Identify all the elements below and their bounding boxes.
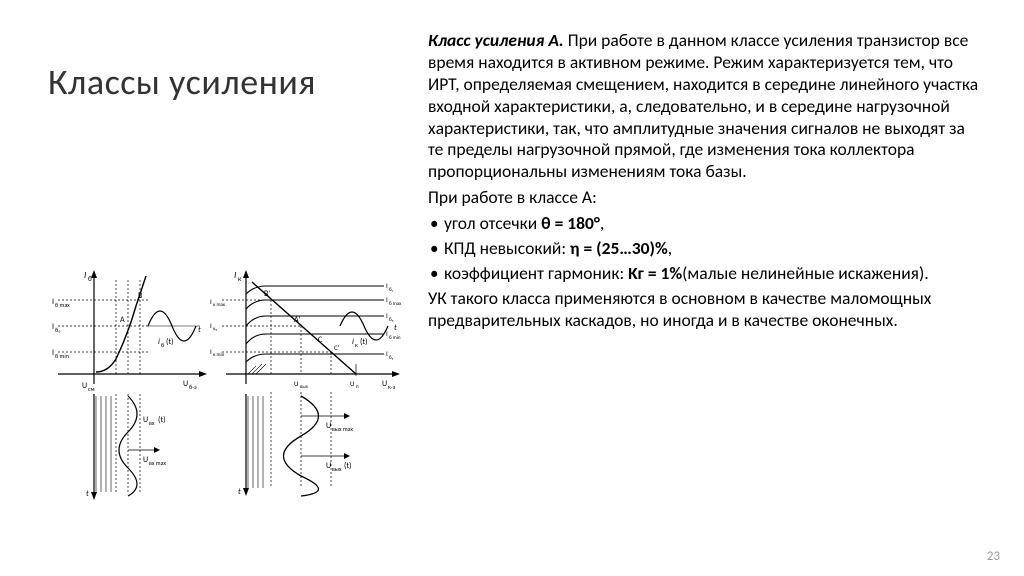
paragraph-1: Класс усиления А. При работе в данном кл…	[428, 30, 984, 183]
svg-text:(t): (t)	[158, 415, 166, 425]
lead-term: Класс усиления А.	[428, 29, 564, 51]
svg-text:I: I	[386, 349, 388, 358]
svg-text:U: U	[326, 461, 331, 471]
bullet-3: коэффициент гармоник: Kг = 1%(малые нели…	[428, 263, 984, 285]
svg-text:б max: б max	[389, 300, 402, 307]
svg-text:I: I	[234, 270, 236, 281]
svg-text:I: I	[386, 281, 388, 290]
svg-text:б₂: б₂	[389, 354, 394, 361]
svg-text:вх: вх	[149, 419, 155, 427]
svg-text:I: I	[210, 297, 212, 306]
page-number: 23	[987, 549, 1000, 564]
svg-text:I: I	[52, 297, 54, 307]
paragraph-3: УК такого класса применяются в основном …	[428, 288, 984, 332]
svg-text:I: I	[84, 270, 86, 281]
svg-text:i: i	[352, 337, 354, 347]
svg-text:к max: к max	[213, 302, 226, 308]
svg-text:C: C	[318, 335, 323, 345]
slide: Классы усиления Iб Iб max Iб₀ Iб min	[0, 0, 1024, 576]
svg-text:(t): (t)	[360, 337, 368, 347]
svg-text:(t): (t)	[166, 337, 174, 347]
svg-text:A: A	[120, 315, 125, 325]
svg-text:к: к	[355, 341, 358, 349]
svg-text:t: t	[238, 487, 241, 497]
svg-text:б₀: б₀	[389, 316, 394, 323]
right-column: Класс усиления А. При работе в данном кл…	[418, 30, 984, 556]
svg-text:U: U	[143, 415, 148, 425]
svg-text:к-э: к-э	[388, 383, 396, 391]
svg-text:U: U	[350, 379, 355, 388]
svg-text:б₀: б₀	[55, 326, 61, 334]
svg-text:к: к	[238, 274, 242, 283]
svg-text:I: I	[386, 311, 388, 320]
svg-text:вых max: вых max	[332, 425, 353, 433]
svg-text:см: см	[88, 385, 95, 393]
svg-text:б₁: б₁	[389, 286, 394, 293]
svg-text:U: U	[382, 379, 387, 389]
svg-text:б max: б max	[55, 301, 70, 309]
svg-text:б-э: б-э	[189, 383, 197, 391]
svg-text:I: I	[210, 321, 212, 330]
svg-text:U: U	[183, 379, 188, 389]
bullet-list: угол отсечки θ = 180°, КПД невысокий: η …	[428, 213, 984, 285]
svg-text:B: B	[138, 291, 143, 301]
p1-rest: При работе в данном классе усиления тран…	[428, 29, 978, 182]
svg-text:U: U	[143, 455, 148, 465]
svg-text:A': A'	[294, 315, 301, 325]
svg-text:C': C'	[334, 343, 340, 352]
svg-text:U: U	[82, 381, 87, 391]
page-title: Классы усиления	[48, 60, 418, 104]
svg-text:б min: б min	[389, 334, 401, 341]
svg-text:вых: вых	[332, 465, 342, 473]
svg-text:i: i	[158, 337, 160, 347]
svg-text:I: I	[210, 347, 212, 356]
svg-text:B': B'	[264, 289, 270, 299]
svg-text:к min: к min	[213, 352, 225, 358]
paragraph-2: При работе в классе А:	[428, 187, 984, 209]
svg-text:t: t	[86, 489, 89, 499]
transistor-characteristics-diagram: Iб Iб max Iб₀ Iб min A B iб(t)	[48, 264, 408, 504]
svg-text:вх max: вх max	[149, 459, 166, 467]
svg-text:б: б	[88, 274, 92, 283]
svg-text:I: I	[52, 322, 54, 332]
svg-text:б min: б min	[55, 352, 69, 360]
svg-text:I: I	[386, 295, 388, 304]
svg-text:t: t	[394, 323, 397, 333]
svg-text:п: п	[356, 384, 359, 390]
svg-text:вых: вых	[300, 384, 309, 390]
svg-text:б: б	[161, 341, 164, 349]
svg-text:U: U	[326, 421, 331, 431]
svg-text:t: t	[198, 325, 201, 335]
svg-text:U: U	[294, 379, 299, 388]
bullet-2: КПД невысокий: η = (25…30)%,	[428, 238, 984, 260]
bullet-1: угол отсечки θ = 180°,	[428, 213, 984, 235]
svg-text:I: I	[52, 348, 54, 358]
left-column: Классы усиления Iб Iб max Iб₀ Iб min	[48, 30, 418, 556]
svg-text:к₀: к₀	[213, 326, 217, 332]
svg-text:(t): (t)	[344, 461, 352, 471]
